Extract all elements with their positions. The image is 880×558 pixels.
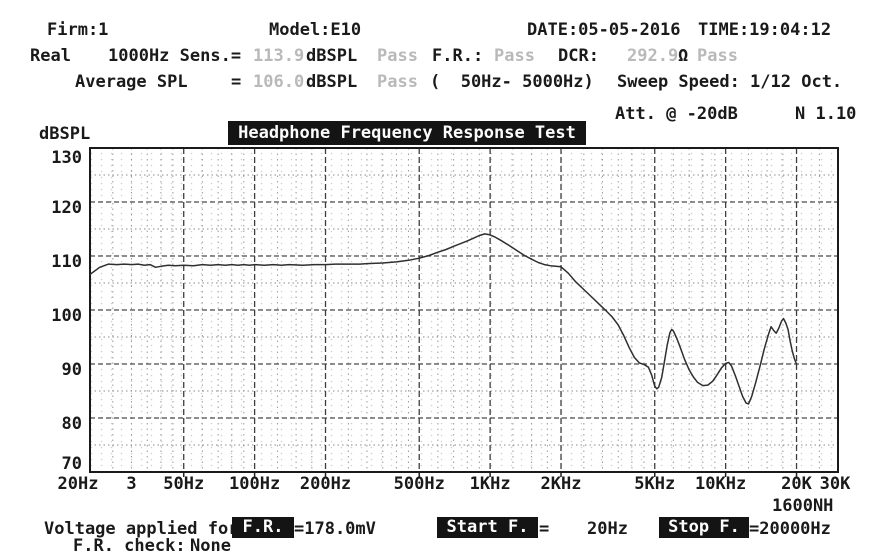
avg-equals: = xyxy=(231,72,242,92)
model-label: Model:E10 xyxy=(269,20,362,40)
sens-unit: dBSPL xyxy=(306,46,358,66)
avg-spl-unit: dBSPL xyxy=(306,72,358,92)
sens-label: 1000Hz Sens.= xyxy=(108,46,242,66)
y-tick-label: 70 xyxy=(62,454,82,474)
y-tick-label: 80 xyxy=(62,414,82,434)
avg-spl-label: Average SPL xyxy=(75,72,188,92)
fr-field-button[interactable]: F.R. xyxy=(232,517,294,538)
start-freq-button[interactable]: Start F. xyxy=(437,517,538,538)
avg-result-badge: Pass xyxy=(377,72,418,92)
time-label: TIME:19:04:12 xyxy=(698,20,832,40)
sens-value: 113.9 xyxy=(253,46,305,66)
avg-spl-value: 106.0 xyxy=(253,72,305,92)
start-freq-equals: = xyxy=(539,519,550,539)
response-curve xyxy=(89,233,798,405)
fr-voltage-value: =178.0mV xyxy=(294,519,376,539)
x-axis-note: 1600NH xyxy=(772,496,834,516)
dcr-unit: Ω xyxy=(678,46,689,66)
x-tick-label: 3 xyxy=(126,474,136,494)
x-tick-label: 100Hz xyxy=(229,474,280,494)
fr-check-value: None xyxy=(190,536,231,556)
firm-label: Firm:1 xyxy=(47,20,109,40)
y-tick-label: 120 xyxy=(51,198,82,218)
stop-freq-button[interactable]: Stop F. xyxy=(659,517,749,538)
x-tick-label: 1KHz xyxy=(470,474,511,494)
dcr-label: DCR: xyxy=(558,46,599,66)
x-tick-label: 10KHz xyxy=(695,474,746,494)
y-tick-label: 90 xyxy=(62,360,82,380)
dcr-value: 292.9 xyxy=(627,46,679,66)
frequency-range-label: ( 50Hz- 5000Hz) xyxy=(430,72,594,92)
date-label: DATE:05-05-2016 xyxy=(527,20,681,40)
y-tick-label: 130 xyxy=(51,148,82,168)
x-tick-label: 20K xyxy=(781,474,812,494)
sweep-speed-label: Sweep Speed: 1/12 Oct. xyxy=(617,72,843,92)
start-freq-value: 20Hz xyxy=(587,519,628,539)
x-tick-label: 5KHz xyxy=(634,474,675,494)
n-value-label: N 1.10 xyxy=(795,104,857,124)
x-tick-label: 20Hz xyxy=(58,474,99,494)
dcr-result-badge: Pass xyxy=(697,46,738,66)
voltage-applied-label: Voltage applied for xyxy=(44,519,239,539)
y-axis-unit-label: dBSPL xyxy=(39,124,91,144)
fr-check-label: F.R. check: xyxy=(73,536,186,556)
x-tick-label: 30K xyxy=(820,474,851,494)
y-tick-label: 100 xyxy=(51,306,82,326)
chart-title-bar: Headphone Frequency Response Test xyxy=(228,121,586,145)
mode-label: Real xyxy=(30,46,71,66)
x-tick-label: 500Hz xyxy=(394,474,445,494)
y-tick-label: 110 xyxy=(51,252,82,272)
x-tick-label: 200Hz xyxy=(300,474,351,494)
x-tick-label: 50Hz xyxy=(163,474,204,494)
stop-freq-value: =20000Hz xyxy=(749,519,831,539)
attenuation-label: Att. @ -20dB xyxy=(615,104,738,124)
plot-border xyxy=(89,147,839,473)
x-tick-label: 2KHz xyxy=(541,474,582,494)
fr-result-badge: Pass xyxy=(494,46,535,66)
sens-result-badge: Pass xyxy=(377,46,418,66)
fr-label: F.R.: xyxy=(432,46,484,66)
